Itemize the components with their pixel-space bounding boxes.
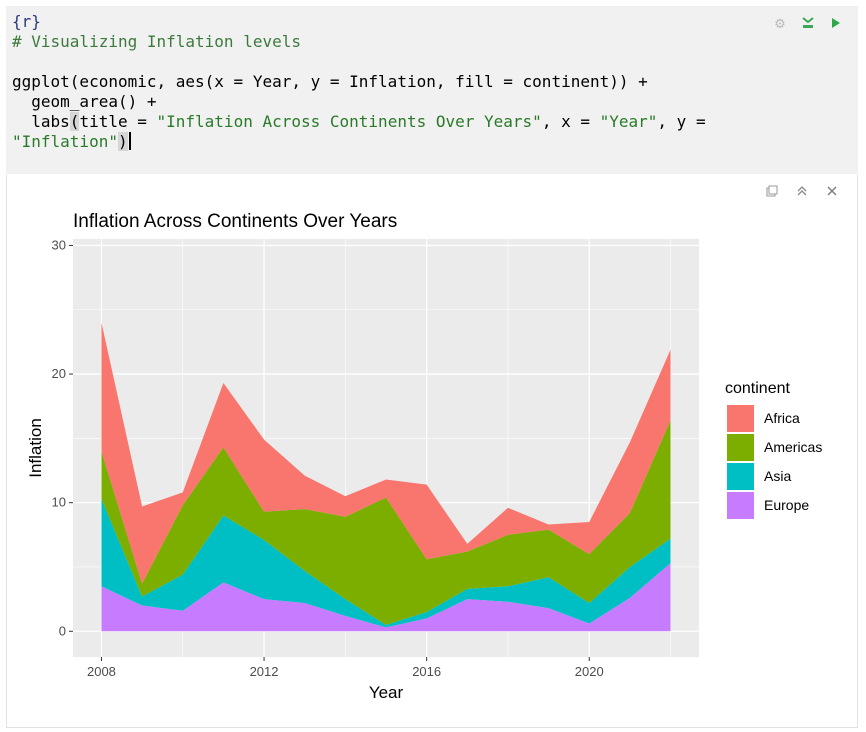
x-tick-label: 2016 <box>412 664 441 679</box>
area-africa <box>101 322 671 584</box>
code-line-labs-cont: "Inflation") <box>12 132 131 151</box>
legend-swatch-africa <box>727 405 754 432</box>
legend-swatch-europe <box>727 492 754 519</box>
code-editor[interactable]: {r} # Visualizing Inflation levels ggplo… <box>12 12 715 152</box>
x-tick-label: 2012 <box>250 664 279 679</box>
code-chunk[interactable]: {r} # Visualizing Inflation levels ggplo… <box>6 6 858 174</box>
chunk-header: {r} <box>12 12 41 31</box>
y-tick-label: 0 <box>59 623 66 638</box>
y-tick-label: 20 <box>52 366 66 381</box>
run-all-above-icon[interactable] <box>800 16 816 32</box>
text-cursor <box>128 132 131 150</box>
code-line-labs: labs(title = "Inflation Across Continent… <box>12 112 716 131</box>
area-layers <box>101 322 671 632</box>
legend-label-asia: Asia <box>764 468 791 484</box>
legend-title: continent <box>725 380 790 397</box>
legend-label-africa: Africa <box>764 410 800 426</box>
x-axis-label: Year <box>369 683 404 702</box>
chunk-output: Inflation Across Continents Over Years 2… <box>6 175 858 728</box>
output-toolbar <box>765 185 839 199</box>
expand-window-icon[interactable] <box>765 185 779 199</box>
x-tick-label: 2008 <box>87 664 116 679</box>
area-europe <box>101 563 671 632</box>
y-axis-label: Inflation <box>26 418 45 478</box>
close-icon[interactable] <box>825 185 839 199</box>
y-tick-label: 30 <box>52 237 66 252</box>
x-tick-label: 2020 <box>575 664 604 679</box>
play-icon[interactable] <box>828 16 844 32</box>
code-line-geom-area: geom_area() + <box>12 92 157 111</box>
axis-ticks: 2008 2012 2016 2020 0 10 20 30 <box>52 237 604 679</box>
y-tick-label: 10 <box>52 495 66 510</box>
area-americas <box>101 420 671 625</box>
legend-swatch-asia <box>727 463 754 490</box>
collapse-icon[interactable] <box>795 185 809 199</box>
legend-label-europe: Europe <box>764 497 809 513</box>
area-asia <box>101 498 671 628</box>
legend-label-americas: Americas <box>764 439 822 455</box>
inflation-chart: Inflation Across Continents Over Years 2… <box>26 211 822 702</box>
gear-icon[interactable]: ⚙ <box>774 16 786 31</box>
code-line-ggplot: ggplot(economic, aes(x = Year, y = Infla… <box>12 72 648 91</box>
chart-title: Inflation Across Continents Over Years <box>73 211 397 232</box>
legend-swatch-americas <box>727 434 754 461</box>
legend: Africa Americas Asia Europe <box>727 405 822 519</box>
chunk-toolbar: ⚙ <box>772 16 844 32</box>
code-comment: # Visualizing Inflation levels <box>12 32 301 51</box>
